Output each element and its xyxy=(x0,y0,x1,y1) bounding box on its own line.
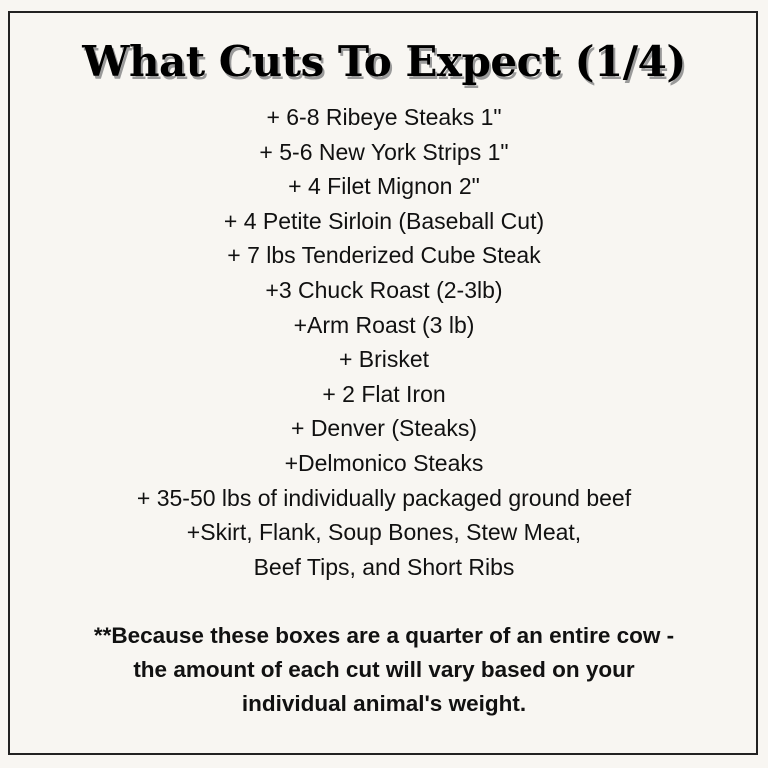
disclaimer-note: **Because these boxes are a quarter of a… xyxy=(0,619,768,722)
list-item: +Skirt, Flank, Soup Bones, Stew Meat, xyxy=(186,519,582,546)
page-title: What Cuts To Expect (1/4) xyxy=(82,37,686,86)
cuts-list: + 6-8 Ribeye Steaks 1" + 5-6 New York St… xyxy=(0,100,768,584)
note-line: the amount of each cut will vary based o… xyxy=(133,657,635,683)
list-item: + Brisket xyxy=(338,346,430,373)
list-item: +Delmonico Steaks xyxy=(284,449,484,476)
list-item: + 35-50 lbs of individually packaged gro… xyxy=(136,484,632,511)
list-item: + 6-8 Ribeye Steaks 1" xyxy=(266,104,502,130)
list-item: + 4 Petite Sirloin (Baseball Cut) xyxy=(223,207,545,234)
list-item: + 4 Filet Mignon 2" xyxy=(288,173,480,200)
note-line: individual animal's weight. xyxy=(241,691,527,717)
note-line: **Because these boxes are a quarter of a… xyxy=(93,623,675,648)
list-item: +3 Chuck Roast (2-3lb) xyxy=(265,276,503,303)
list-item: + 5-6 New York Strips 1" xyxy=(259,138,509,165)
list-item: + 2 Flat Iron xyxy=(322,380,446,407)
list-item: + 7 lbs Tenderized Cube Steak xyxy=(227,242,541,269)
list-item: + Denver (Steaks) xyxy=(291,415,477,442)
list-item: +Arm Roast (3 lb) xyxy=(293,311,475,338)
page-border xyxy=(8,11,758,755)
list-item: Beef Tips, and Short Ribs xyxy=(253,553,515,580)
